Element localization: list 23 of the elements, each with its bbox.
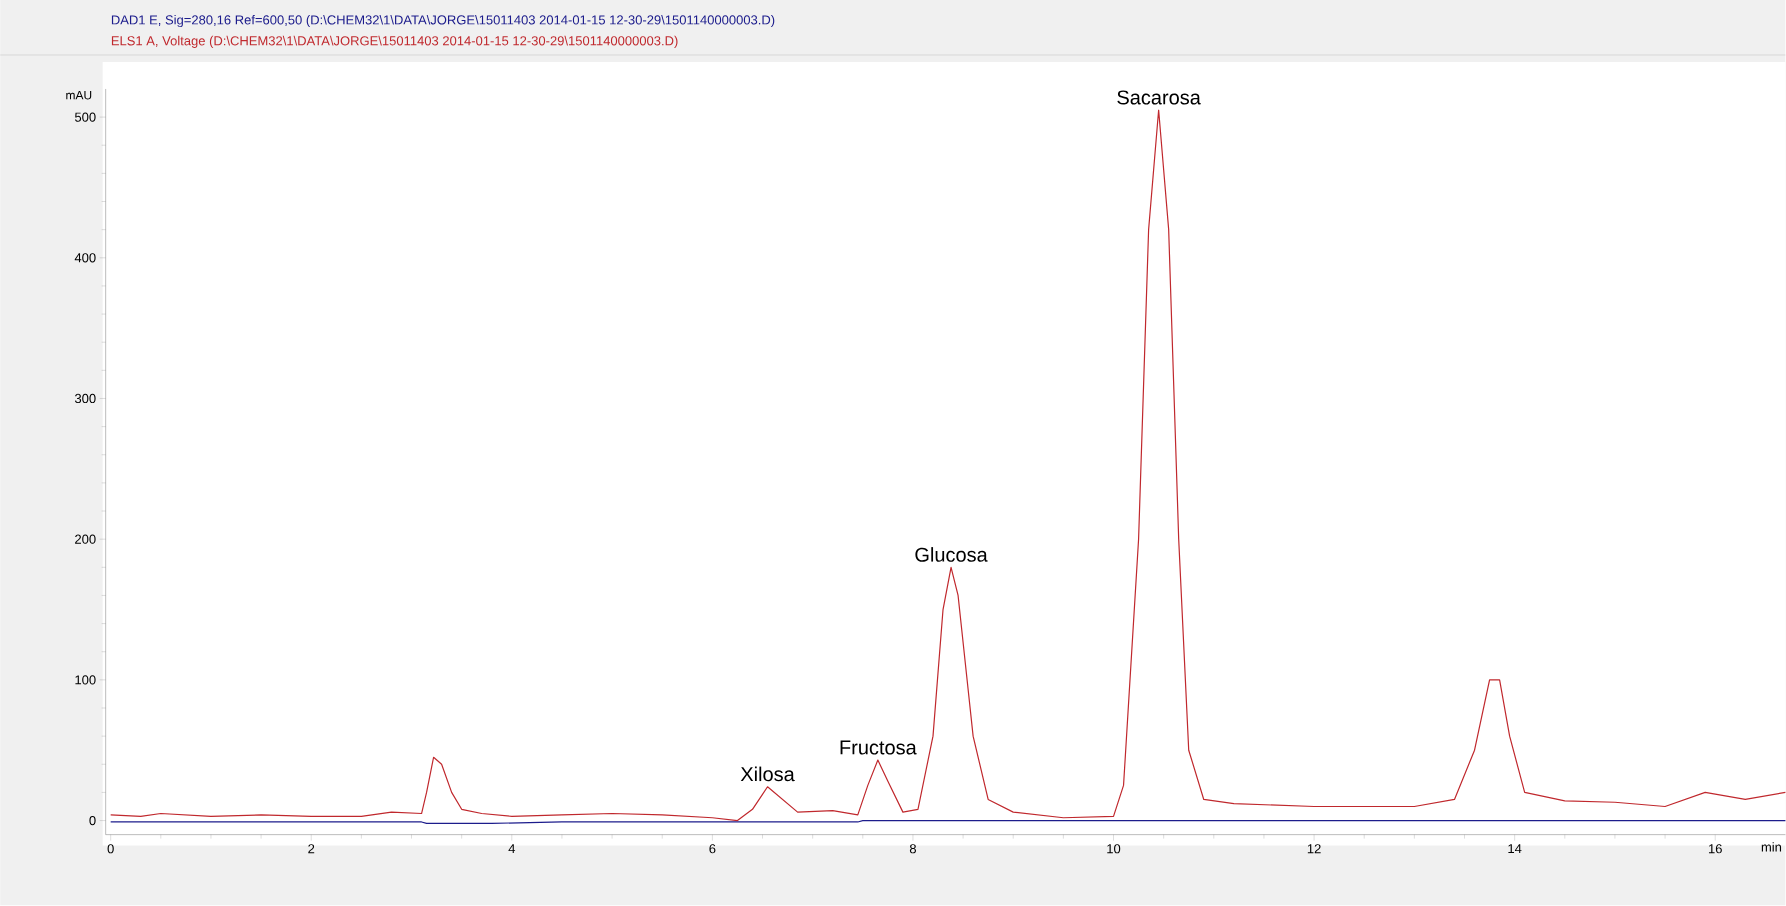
x-tick-label: 16 xyxy=(1708,844,1722,854)
annotation: Fructosa xyxy=(840,740,917,755)
text: ELS1 A, Voltage (D:\CHEM32\1\DATA\JORGE\15011403 2014-01-15 12-30-29\1501140000003.D) xyxy=(111,36,678,49)
x-tick-label: 4 xyxy=(508,844,516,854)
x-tick-label: 12 xyxy=(1307,844,1321,854)
text: DAD1 E, Sig=280,16 Ref=600,50 (D:\CHEM32\1\DATA\JORGE\15011403 2014-01-15 12-30-29\1501140000003.D) xyxy=(111,15,775,28)
x-tick-label: 0 xyxy=(107,844,114,854)
annotation: Sacarosa xyxy=(1117,90,1201,105)
annotation: Xilosa xyxy=(740,766,795,782)
x-tick-label: 10 xyxy=(1107,844,1121,854)
y-tick-label: 500 xyxy=(74,112,96,122)
x-tick-label: 6 xyxy=(709,844,716,854)
y-tick-label: 400 xyxy=(74,253,96,263)
y-axis-title: mAU xyxy=(66,91,92,100)
y-tick-label: 200 xyxy=(75,534,96,544)
x-tick-label: 2 xyxy=(308,844,315,854)
x-axis-title: min xyxy=(1761,842,1782,852)
y-tick-label: 300 xyxy=(74,394,96,404)
x-tick-label: 14 xyxy=(1508,844,1522,854)
y-tick-label: 0 xyxy=(89,816,96,826)
x-tick-label: 8 xyxy=(909,844,916,854)
y-tick-label: 100 xyxy=(75,675,96,685)
annotation: Glucosa xyxy=(915,547,988,562)
